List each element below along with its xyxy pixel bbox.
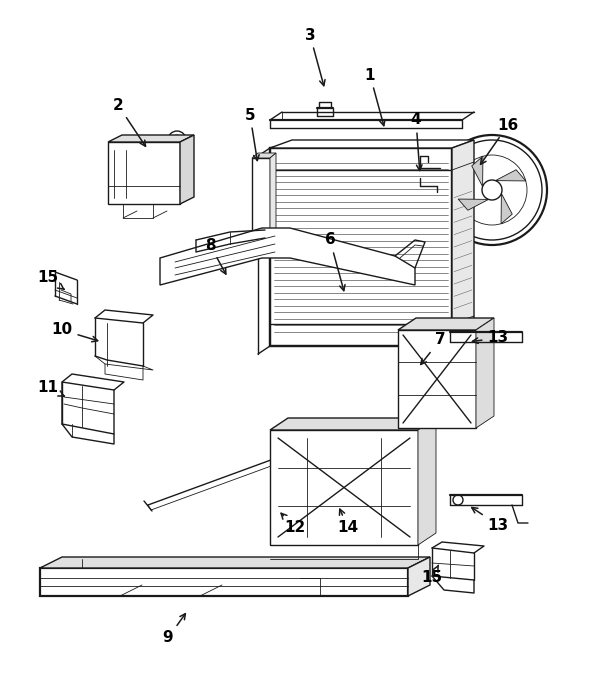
- Polygon shape: [252, 158, 270, 253]
- Polygon shape: [270, 140, 474, 148]
- Polygon shape: [501, 193, 512, 224]
- Text: 9: 9: [163, 613, 186, 645]
- Polygon shape: [180, 135, 194, 204]
- Text: 8: 8: [205, 237, 226, 274]
- Polygon shape: [452, 140, 474, 346]
- Text: 14: 14: [337, 509, 359, 536]
- Polygon shape: [160, 228, 415, 285]
- Text: 15: 15: [38, 271, 64, 289]
- Polygon shape: [270, 153, 276, 253]
- Polygon shape: [108, 142, 180, 204]
- Polygon shape: [270, 148, 452, 346]
- Polygon shape: [252, 153, 276, 158]
- Text: 13: 13: [472, 507, 508, 532]
- Polygon shape: [40, 568, 408, 596]
- Text: 5: 5: [244, 107, 259, 160]
- Polygon shape: [458, 199, 489, 210]
- Polygon shape: [398, 330, 476, 428]
- Text: 4: 4: [411, 112, 422, 171]
- Text: 13: 13: [472, 330, 508, 345]
- Polygon shape: [108, 135, 194, 142]
- Polygon shape: [270, 418, 436, 430]
- Text: 2: 2: [112, 97, 145, 146]
- Polygon shape: [40, 557, 430, 568]
- Polygon shape: [476, 318, 494, 428]
- Text: 11: 11: [38, 381, 64, 396]
- Polygon shape: [418, 418, 436, 545]
- Text: 1: 1: [365, 67, 385, 126]
- Text: 3: 3: [305, 27, 325, 86]
- Polygon shape: [62, 382, 114, 434]
- Text: 12: 12: [281, 513, 306, 536]
- Polygon shape: [408, 557, 430, 596]
- Text: 7: 7: [421, 333, 445, 364]
- Polygon shape: [398, 318, 494, 330]
- Text: 15: 15: [422, 565, 442, 585]
- Polygon shape: [495, 170, 526, 181]
- Text: 10: 10: [51, 322, 98, 342]
- Polygon shape: [472, 156, 483, 186]
- Polygon shape: [270, 430, 418, 545]
- Text: 16: 16: [481, 118, 519, 165]
- Text: 6: 6: [325, 233, 345, 290]
